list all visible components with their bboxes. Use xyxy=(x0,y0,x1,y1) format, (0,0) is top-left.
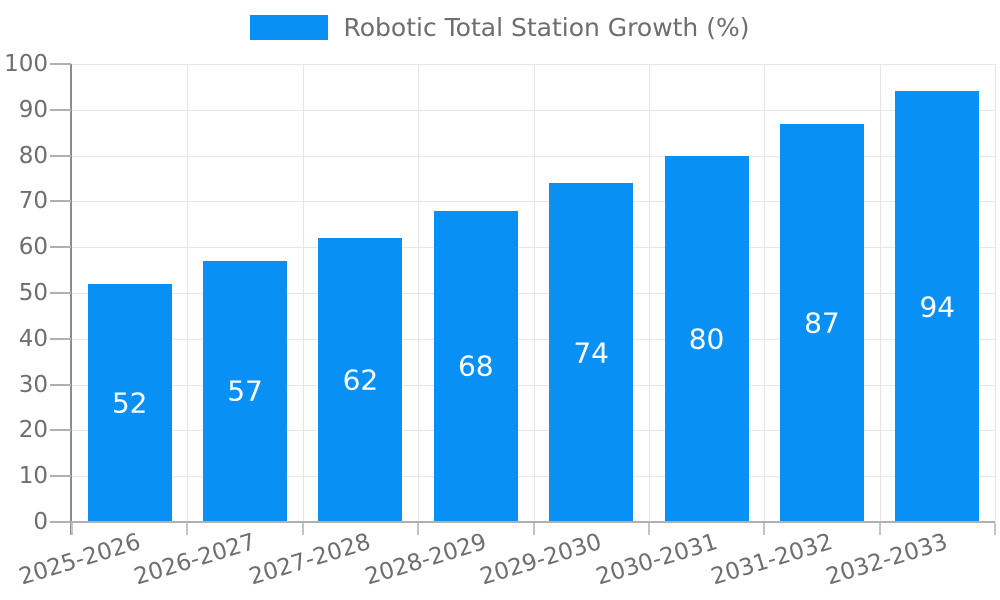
y-tick-label: 50 xyxy=(18,280,48,306)
gridline-v xyxy=(418,64,420,522)
bar-2032-2033 xyxy=(895,91,980,522)
x-tick-label: 2032-2033 xyxy=(823,529,951,591)
x-tick-label: 2030-2031 xyxy=(592,529,721,591)
x-tick-mark xyxy=(532,523,535,535)
x-tick-mark xyxy=(71,523,73,535)
y-tick-mark xyxy=(50,154,71,157)
y-tick-mark xyxy=(50,292,71,294)
x-tick-mark xyxy=(878,523,881,535)
legend-label: Robotic Total Station Growth (%) xyxy=(343,13,750,42)
x-tick-mark xyxy=(301,523,304,535)
y-tick-mark xyxy=(50,383,71,386)
y-tick-label: 40 xyxy=(18,325,48,352)
y-tick-mark xyxy=(50,475,71,478)
legend: Robotic Total Station Growth (%) xyxy=(0,13,1000,42)
y-tick-label: 20 xyxy=(18,417,48,444)
bar-2029-2030 xyxy=(549,183,634,522)
bar-2031-2032 xyxy=(779,123,864,522)
bar-value-label: 57 xyxy=(227,374,263,408)
x-tick-label: 2029-2030 xyxy=(477,529,605,591)
bar-2025-2026 xyxy=(87,283,172,522)
bar-2027-2028 xyxy=(318,238,403,522)
y-axis-line xyxy=(70,64,72,535)
gridline-v xyxy=(764,64,766,522)
x-axis-line xyxy=(70,521,995,523)
plot-area: 52 57 62 68 74 80 87 94 xyxy=(72,64,996,522)
bar-value-label: 80 xyxy=(688,322,725,356)
x-tick-label: 2027-2028 xyxy=(246,529,375,591)
y-tick-label: 0 xyxy=(33,509,48,535)
x-tick-label: 2026-2027 xyxy=(131,529,259,591)
gridline-v xyxy=(648,64,650,522)
y-tick-label: 10 xyxy=(18,463,48,490)
gridline-v xyxy=(187,64,189,522)
y-tick-mark xyxy=(50,429,71,432)
y-tick-mark xyxy=(50,337,71,340)
bar-value-label: 74 xyxy=(573,336,610,370)
y-tick-label: 100 xyxy=(4,51,48,77)
gridline-v xyxy=(879,64,881,522)
bar-2028-2029 xyxy=(433,210,518,522)
bar-value-label: 94 xyxy=(919,290,956,324)
x-tick-label: 2031-2032 xyxy=(708,529,836,591)
y-tick-label: 80 xyxy=(18,142,48,169)
x-tick-label: 2028-2029 xyxy=(361,529,490,591)
x-tick-mark xyxy=(994,523,996,535)
gridline-v xyxy=(995,64,996,522)
legend-swatch xyxy=(250,15,329,40)
x-tick-mark xyxy=(186,523,189,535)
gridline-v xyxy=(302,64,304,522)
x-tick-mark xyxy=(763,523,766,535)
bar-value-label: 68 xyxy=(457,349,494,383)
y-tick-mark xyxy=(50,246,71,249)
bar-2030-2031 xyxy=(664,155,749,522)
x-tick-mark xyxy=(647,523,650,535)
y-tick-mark xyxy=(50,108,71,111)
y-tick-mark xyxy=(50,200,71,203)
y-tick-label: 70 xyxy=(18,188,48,215)
y-tick-mark xyxy=(50,63,71,65)
y-tick-label: 90 xyxy=(18,96,48,123)
x-tick-label: 2025-2026 xyxy=(15,529,144,591)
x-tick-mark xyxy=(417,523,420,535)
bar-value-label: 62 xyxy=(342,363,379,397)
bar-value-label: 87 xyxy=(804,306,840,340)
y-tick-label: 30 xyxy=(18,371,48,398)
bar-value-label: 52 xyxy=(111,386,148,420)
gridline-v xyxy=(533,64,535,522)
bar-2026-2027 xyxy=(203,260,288,522)
y-tick-label: 60 xyxy=(18,234,48,261)
y-tick-mark xyxy=(50,521,71,523)
